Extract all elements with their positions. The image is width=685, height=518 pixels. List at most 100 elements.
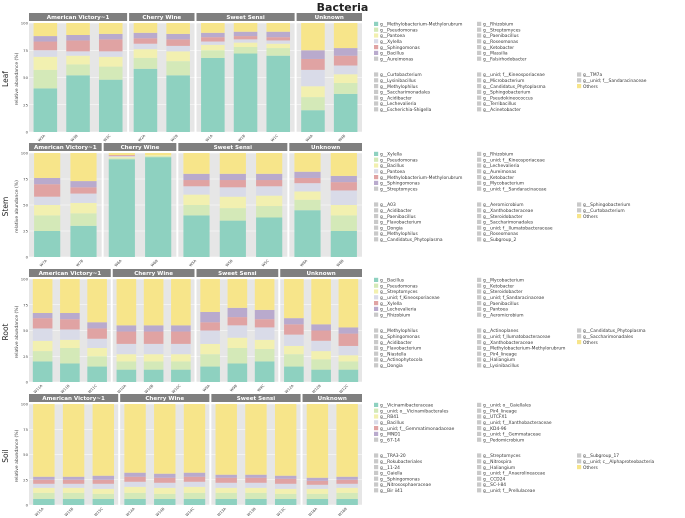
x-tick-label: W10B (144, 384, 155, 395)
bar-segment (256, 153, 283, 174)
y-tick-label: 50 (23, 328, 28, 333)
bar-segment (33, 476, 55, 480)
bar-segment (108, 159, 135, 257)
legend-label: g__unid; f__Ilumatobacteraceae (483, 225, 553, 231)
bar-segment (124, 486, 146, 493)
legend-label: g__Ketobacter (483, 175, 514, 181)
bar-segment (183, 486, 206, 493)
legend-swatch (374, 27, 379, 32)
bar-segment (62, 476, 85, 480)
legend-label: g__11-24 (380, 465, 400, 471)
bar-segment (98, 39, 123, 52)
bar-segment (338, 369, 359, 382)
legend-label: g__Acidibacter (380, 95, 412, 101)
legend-swatch (477, 186, 482, 191)
y-tick-label: 0 (26, 130, 29, 135)
bar-segment (98, 51, 123, 57)
legend-swatch (577, 84, 582, 89)
legend-label: g__Acinetobacter (483, 107, 521, 113)
legend-label: g__Aureimonas (483, 169, 517, 175)
bar-segment (254, 309, 275, 320)
bar-segment (33, 69, 58, 89)
bar-segment (274, 488, 297, 494)
x-tick-label: W11A (33, 384, 44, 395)
bar-segment (336, 492, 358, 499)
legend-swatch (477, 180, 482, 185)
bar-segment (183, 173, 210, 181)
legend-label: g__Methylobacterium-Methylorubrum (483, 346, 565, 352)
y-tick-label: 50 (23, 452, 28, 457)
legend-swatch (477, 225, 482, 230)
bar-segment (98, 79, 123, 132)
x-tick-label: W10A (117, 384, 128, 395)
bar-segment (233, 23, 258, 32)
bar-segment (227, 337, 248, 349)
bar-segment (143, 279, 164, 326)
bar-segment (98, 23, 123, 34)
y-tick-label: 0 (26, 503, 29, 508)
bar-segment (133, 38, 158, 44)
legend-label: g__unid; f__Sandaracinaceae (483, 186, 547, 192)
row-label-root: Root (1, 323, 10, 340)
bar-segment (33, 41, 58, 51)
facet-header (302, 394, 362, 402)
bar-segment (200, 366, 220, 382)
bar-segment (34, 215, 61, 231)
bar-segment (66, 75, 90, 132)
bar-segment (33, 56, 58, 70)
x-tick-label: W12A (284, 384, 295, 395)
legend-label: g__unid; f__Sandaracinaceae (583, 78, 647, 84)
legend-label: g__Bacillus (380, 163, 405, 169)
bar-segment (34, 205, 61, 216)
x-tick-label: W8B (336, 259, 345, 268)
x-tick-label: W14C (185, 507, 196, 518)
legend-label: g__Sphingomonas (380, 45, 420, 51)
legend-swatch (374, 33, 379, 38)
legend-swatch (374, 163, 379, 168)
bar-segment (70, 153, 97, 182)
bar-segment (66, 40, 90, 52)
legend-swatch (477, 21, 482, 26)
legend-label: g__Steroidobacter (483, 289, 523, 295)
bar-segment (336, 404, 358, 477)
bar-segment (336, 476, 358, 480)
bar-segment (98, 33, 123, 40)
facet-title: Sweet Sensi (214, 145, 253, 151)
x-tick-label: W3A (37, 134, 46, 143)
bar-segment (143, 331, 164, 344)
bar-segment (294, 210, 321, 257)
bar-segment (183, 153, 210, 174)
legend-swatch (477, 295, 482, 300)
bar-segment (143, 354, 164, 362)
bar-segment (254, 319, 275, 328)
bar-segment (284, 345, 304, 355)
x-tick-label: W7B (76, 259, 85, 268)
facet-header (103, 143, 177, 151)
y-axis-label: relative abundance (%) (14, 305, 20, 358)
bar-segment (254, 349, 275, 362)
facet-title: Unknown (311, 145, 340, 151)
bar-segment (294, 171, 321, 178)
bar-segment (201, 41, 225, 45)
legend-label: g__unid; f__Kineosporiaceae (483, 72, 545, 78)
legend-label: g__Steroidobacter (483, 214, 523, 220)
legend-label: g__TRA3-20 (380, 453, 406, 459)
legend-label: g__Rhizobium (483, 152, 513, 158)
bar-segment (227, 307, 248, 318)
bar-segment (215, 404, 237, 475)
bar-segment (333, 74, 358, 83)
legend-label: g__Xylella (380, 152, 402, 158)
bar-segment (124, 472, 146, 477)
legend-swatch (477, 72, 482, 77)
bar-segment (200, 354, 220, 367)
legend-label: g__unid; f__Xanthobacteraceae (483, 420, 552, 426)
bar-segment (87, 328, 107, 339)
bar-segment (124, 498, 146, 505)
x-tick-label: W6B (150, 259, 159, 268)
bar-segment (92, 488, 115, 494)
bar-segment (200, 279, 220, 312)
bar-segment (60, 339, 80, 349)
bar-segment (284, 354, 304, 367)
legend-swatch (374, 351, 379, 356)
x-tick-label: W6A (114, 259, 123, 268)
